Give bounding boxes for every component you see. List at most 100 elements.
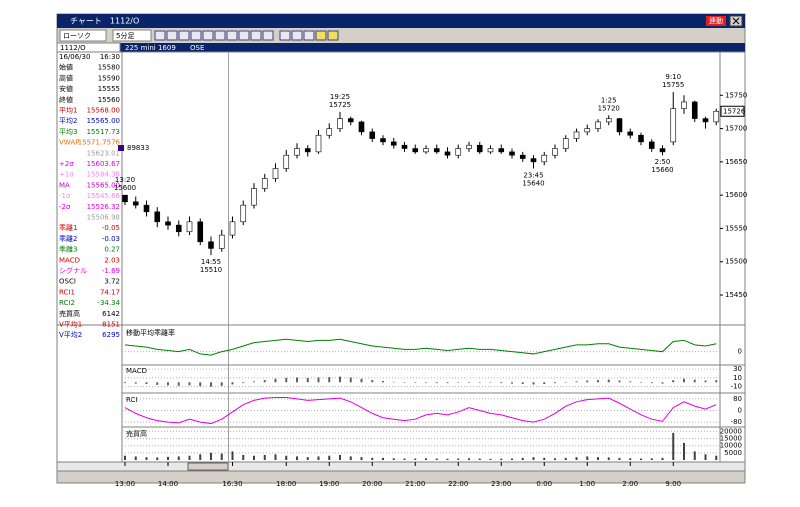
- candle-body: [272, 168, 279, 179]
- price-label: 15726: [723, 107, 746, 115]
- candle-body: [648, 141, 655, 149]
- y-tick-label: 15500: [725, 258, 747, 266]
- indicator-bar: [306, 457, 309, 460]
- y-tick-label: 10: [733, 374, 742, 382]
- panel-label: 売買高: [59, 309, 80, 318]
- indicator-bar: [446, 382, 449, 384]
- indicator-bar: [382, 380, 384, 383]
- scrollbar[interactable]: [56, 461, 746, 472]
- candle-body: [294, 148, 300, 156]
- panel-label: 平均1: [59, 106, 77, 115]
- indicator-bar: [317, 377, 320, 383]
- panel-value: -34.34: [97, 299, 120, 307]
- indicator-bar: [500, 458, 503, 460]
- annotation-price: 15640: [522, 180, 544, 188]
- panel-label: MACD: [59, 256, 80, 264]
- style-label[interactable]: ローソク: [63, 32, 91, 40]
- panel-label: VWAP: [59, 139, 79, 147]
- indicator-bar: [661, 457, 664, 460]
- panel-label: MA: [59, 181, 70, 189]
- indicator-bar: [296, 456, 298, 460]
- candle-body: [208, 241, 214, 249]
- panel-label: 平均3: [59, 127, 77, 136]
- y-tick-label: 10000: [720, 442, 742, 450]
- indicator-bar: [640, 382, 642, 383]
- candle-body: [681, 101, 687, 109]
- annotation-time: 1:25: [601, 96, 617, 104]
- x-tick-label: 22:00: [448, 480, 468, 488]
- panel-value: 15565.00: [87, 181, 120, 189]
- scroll-thumb[interactable]: [187, 462, 229, 471]
- y-tick-label: 15750: [725, 91, 747, 99]
- x-tick-label: 19:00: [319, 480, 339, 488]
- indicator-bar: [478, 458, 481, 460]
- panel-label: +2σ: [59, 160, 74, 168]
- indicator-bar: [145, 457, 148, 460]
- indicator-bar: [210, 382, 212, 387]
- panel-label: 16/06/30: [59, 53, 90, 61]
- indicator-bar: [640, 458, 642, 460]
- candle-body: [627, 131, 634, 136]
- panel-value: -0.03: [102, 235, 120, 243]
- indicator-bar: [425, 458, 427, 460]
- indicator-bar: [564, 457, 567, 460]
- panel-label: 終値: [59, 95, 73, 104]
- panel-label: RCI1: [59, 288, 75, 296]
- style-dropdown[interactable]: [59, 29, 107, 42]
- panel-value: 6295: [102, 331, 120, 339]
- panel-label: 平均2: [59, 116, 77, 125]
- indicator-bar: [360, 378, 363, 383]
- indicator-bar: [231, 382, 234, 385]
- panel-label: 安値: [59, 84, 73, 93]
- panel-label: -2σ: [59, 203, 71, 211]
- indicator-bar: [446, 458, 449, 460]
- panel-value: 15590: [98, 74, 120, 82]
- panel-label: 乖離3: [59, 245, 77, 254]
- panel-value: 15560: [98, 96, 120, 104]
- indicator-bar: [543, 382, 546, 385]
- indicator-bar: [156, 457, 159, 460]
- marker-box: [118, 145, 124, 151]
- panel-title: MACD: [126, 367, 147, 375]
- indicator-bar: [650, 458, 653, 460]
- candle-body: [605, 118, 612, 123]
- indicator-bar: [134, 456, 137, 460]
- panel-value: 15555: [98, 85, 120, 93]
- indicator-bar: [360, 457, 363, 460]
- y-tick-label: 15600: [725, 191, 747, 199]
- link-button[interactable]: [706, 16, 726, 26]
- candle-body: [197, 221, 204, 243]
- indicator-bar: [177, 382, 180, 386]
- candle-body: [659, 148, 666, 153]
- indicator-bar: [629, 381, 632, 383]
- interval-dropdown[interactable]: [112, 29, 152, 42]
- toolbar-icons[interactable]: [154, 30, 339, 41]
- indicator-bar: [511, 382, 513, 384]
- indicator-bar: [124, 382, 126, 384]
- price-box: [720, 105, 745, 117]
- candle-body: [670, 108, 677, 143]
- candle-body: [304, 148, 311, 153]
- indicator-bar: [242, 455, 245, 460]
- candle-body: [380, 138, 386, 143]
- y-tick-label: 0: [738, 348, 742, 356]
- indicator-bar: [339, 376, 341, 383]
- panel-value: 15517.73: [87, 128, 120, 136]
- candle-body: [240, 204, 247, 223]
- plot-area: [121, 51, 746, 463]
- info-panel: [56, 51, 123, 346]
- interval-label[interactable]: 5分足: [116, 31, 134, 40]
- candle-body: [283, 154, 290, 169]
- x-tick-label: 23:00: [491, 480, 511, 488]
- candle-body: [476, 144, 483, 153]
- header-bar: [57, 43, 745, 52]
- panel-value: 6142: [102, 310, 120, 318]
- indicator-bar: [704, 380, 707, 383]
- candle-body: [713, 110, 720, 123]
- annotation-price: 15725: [329, 101, 351, 109]
- link-label[interactable]: 連動: [709, 16, 723, 25]
- indicator-bar: [683, 442, 685, 460]
- indicator-bar: [554, 458, 556, 460]
- info-panel-lower: [56, 324, 123, 463]
